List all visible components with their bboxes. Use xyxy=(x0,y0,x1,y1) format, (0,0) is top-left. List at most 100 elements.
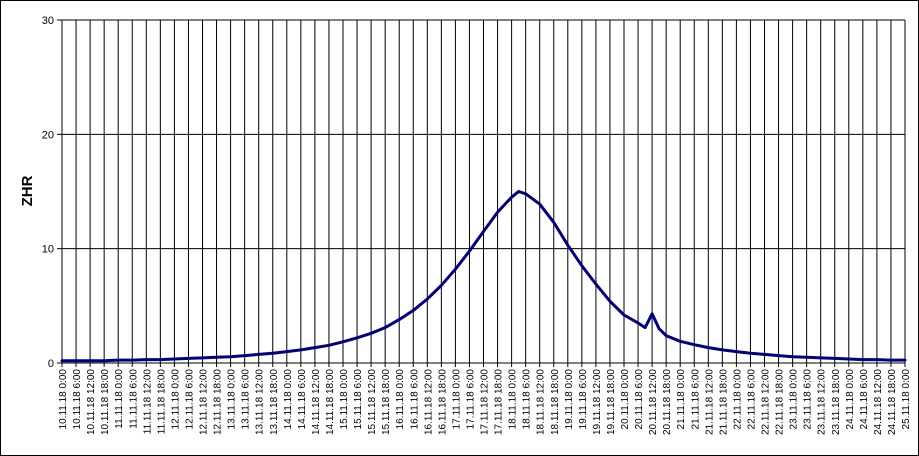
zhr-series-line xyxy=(60,190,907,363)
x-tick-label: 22.11.18 12:00 xyxy=(761,369,772,435)
x-tick-label: 11.11.18 0:00 xyxy=(114,369,125,429)
data-point xyxy=(595,283,597,285)
x-tick-label: 17.11.18 12:00 xyxy=(480,369,491,435)
x-tick-label: 13.11.18 0:00 xyxy=(227,369,238,430)
x-tick-label: 14.11.18 18:00 xyxy=(325,369,336,435)
data-point xyxy=(131,359,134,361)
x-tick-label: 14.11.18 0:00 xyxy=(283,369,294,430)
data-point xyxy=(609,300,611,303)
y-tick-label: 30 xyxy=(42,15,54,27)
data-point xyxy=(398,318,401,321)
data-point xyxy=(426,298,429,300)
x-tick-label: 19.11.18 0:00 xyxy=(564,369,575,430)
data-point xyxy=(538,203,541,205)
x-tick-label: 11.11.18 12:00 xyxy=(142,369,153,435)
data-point xyxy=(552,221,555,224)
x-tick-label: 19.11.18 18:00 xyxy=(606,369,617,435)
x-tick-label: 21.11.18 12:00 xyxy=(704,369,715,435)
x-tick-label: 17.11.18 0:00 xyxy=(451,369,462,430)
x-tick-label: 15.11.18 12:00 xyxy=(367,369,378,435)
x-tick-label: 12.11.18 12:00 xyxy=(199,369,210,435)
data-point xyxy=(735,350,738,353)
data-point xyxy=(658,327,660,330)
data-point xyxy=(819,357,822,359)
data-point xyxy=(637,322,639,324)
x-tick-label: 15.11.18 0:00 xyxy=(339,369,350,430)
data-point xyxy=(75,359,77,362)
x-tick-label: 14.11.18 12:00 xyxy=(311,369,322,435)
x-tick-label: 21.11.18 0:00 xyxy=(676,369,687,430)
data-point xyxy=(328,344,330,347)
x-tick-label: 20.11.18 0:00 xyxy=(620,369,631,430)
x-tick-label: 16.11.18 6:00 xyxy=(409,369,420,430)
data-point xyxy=(370,332,372,335)
x-tick-label: 20.11.18 6:00 xyxy=(634,369,645,430)
x-tick-label: 22.11.18 6:00 xyxy=(746,369,757,430)
x-tick-label: 16.11.18 12:00 xyxy=(423,369,434,435)
x-tick-label: 22.11.18 0:00 xyxy=(732,369,743,430)
x-tick-label: 16.11.18 18:00 xyxy=(437,369,448,435)
x-tick-label: 25.11.18 0:00 xyxy=(901,369,912,430)
data-point xyxy=(665,334,667,337)
data-point xyxy=(777,354,780,357)
x-tick-label: 17.11.18 18:00 xyxy=(494,369,505,435)
data-point xyxy=(89,359,91,362)
data-point xyxy=(103,359,105,362)
data-point xyxy=(833,357,836,360)
x-tick-label: 20.11.18 12:00 xyxy=(648,369,659,435)
x-tick-label: 24.11.18 12:00 xyxy=(873,369,884,435)
data-point xyxy=(848,358,850,360)
y-axis-label: ZHR xyxy=(19,175,36,206)
x-tick-label: 12.11.18 6:00 xyxy=(184,369,195,430)
x-tick-label: 23.11.18 0:00 xyxy=(789,369,800,430)
x-tick-label: 23.11.18 18:00 xyxy=(831,369,842,435)
data-point xyxy=(890,359,892,361)
data-point xyxy=(229,355,232,358)
data-point xyxy=(482,230,485,233)
data-point xyxy=(496,211,499,213)
data-point xyxy=(440,284,443,287)
data-point xyxy=(61,359,63,362)
x-tick-label: 24.11.18 6:00 xyxy=(859,369,870,430)
data-point xyxy=(468,250,471,252)
y-axis-ticks: 0 10 20 30 xyxy=(42,15,62,370)
data-point xyxy=(581,265,583,267)
data-point xyxy=(651,313,653,315)
x-tick-label: 11.11.18 18:00 xyxy=(156,369,167,435)
data-point xyxy=(314,346,316,349)
x-tick-label: 18.11.18 6:00 xyxy=(522,369,533,430)
x-tick-label: 13.11.18 12:00 xyxy=(255,369,266,435)
series-group xyxy=(60,190,907,363)
data-point xyxy=(117,359,119,361)
data-point xyxy=(173,358,176,360)
x-tick-label: 18.11.18 12:00 xyxy=(536,369,547,435)
x-tick-label: 12.11.18 18:00 xyxy=(213,369,224,435)
x-tick-label: 18.11.18 18:00 xyxy=(550,369,561,435)
data-point xyxy=(412,309,415,312)
data-point xyxy=(356,337,358,339)
x-tick-label: 10.11.18 0:00 xyxy=(58,369,69,430)
data-point xyxy=(342,341,344,343)
data-point xyxy=(749,352,752,355)
data-point xyxy=(904,359,906,361)
x-axis-ticks: 10.11.18 0:00 10.11.18 6:00 10.11.18 12:00… xyxy=(58,363,912,435)
x-tick-label: 21.11.18 18:00 xyxy=(718,369,729,435)
data-point xyxy=(679,340,681,343)
x-tick-label: 19.11.18 12:00 xyxy=(592,369,603,435)
x-tick-label: 22.11.18 18:00 xyxy=(775,369,786,435)
data-point xyxy=(187,357,190,360)
data-point xyxy=(644,326,646,329)
data-point xyxy=(721,349,724,351)
x-tick-label: 20.11.18 18:00 xyxy=(662,369,673,435)
x-tick-label: 14.11.18 6:00 xyxy=(297,369,308,430)
x-tick-label: 23.11.18 6:00 xyxy=(803,369,814,430)
data-point xyxy=(524,192,527,195)
x-tick-label: 17.11.18 6:00 xyxy=(465,369,476,430)
data-point xyxy=(384,326,386,329)
data-point xyxy=(215,356,218,359)
data-point xyxy=(454,268,457,271)
x-tick-label: 21.11.18 6:00 xyxy=(690,369,701,430)
x-tick-label: 15.11.18 18:00 xyxy=(381,369,392,435)
